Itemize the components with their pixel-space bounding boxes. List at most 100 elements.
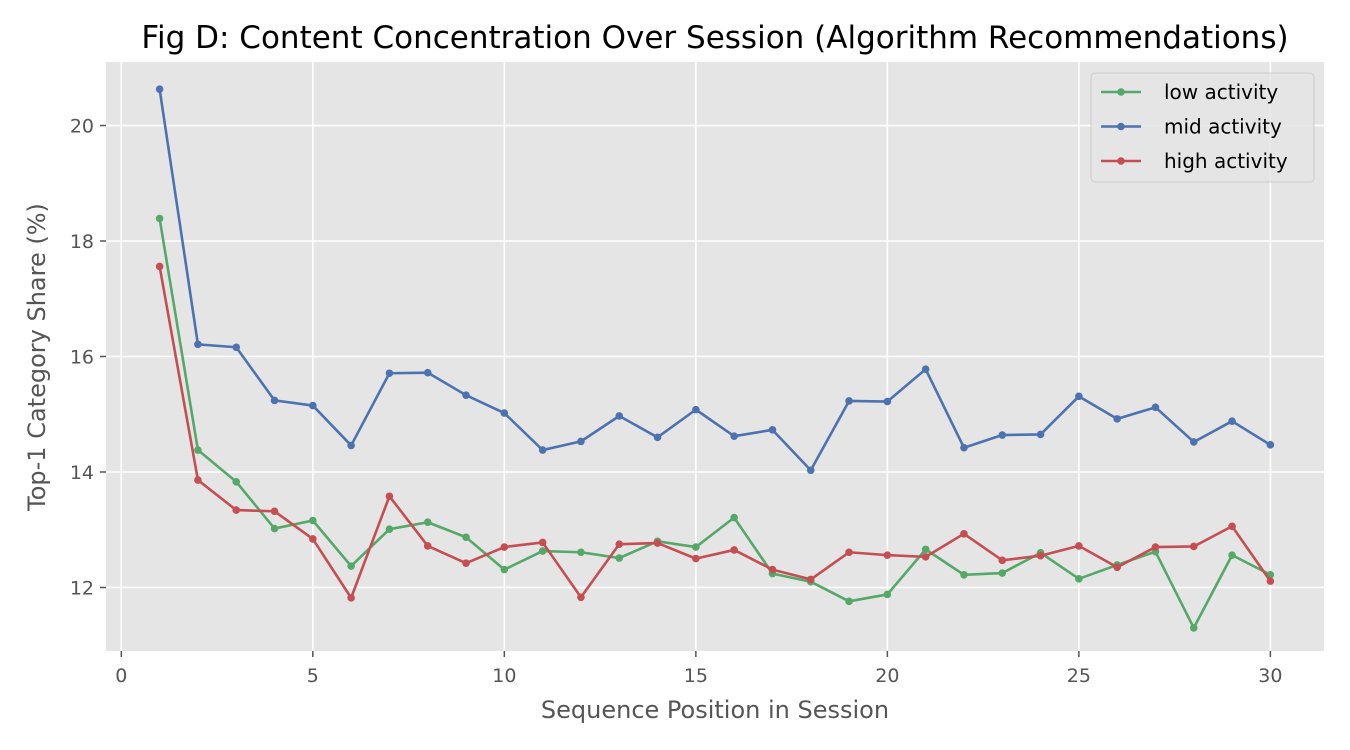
data-point xyxy=(921,545,930,554)
data-point xyxy=(998,431,1007,439)
data-point xyxy=(538,446,547,454)
x-axis-label: Sequence Position in Session xyxy=(541,696,889,724)
data-point xyxy=(232,506,241,514)
series-line xyxy=(158,88,1272,472)
data-point xyxy=(232,478,241,486)
legend-marker xyxy=(1117,122,1125,131)
data-point xyxy=(615,412,624,420)
data-point xyxy=(577,437,585,446)
legend-marker xyxy=(1117,88,1125,96)
x-tick-label: 0 xyxy=(115,665,127,687)
data-point xyxy=(309,516,317,525)
data-point xyxy=(768,565,777,574)
data-point xyxy=(385,369,394,378)
axis-ticks: 0 5 10 15 20 25 30 12 14 16 18 20 xyxy=(70,116,1283,687)
data-point xyxy=(1036,551,1045,560)
data-point xyxy=(730,432,738,440)
data-point xyxy=(270,524,279,533)
data-point xyxy=(577,593,585,602)
data-point xyxy=(1075,392,1083,401)
legend: low activity mid activity high activity xyxy=(1090,72,1315,183)
series-mid-activity xyxy=(155,85,1275,475)
data-point xyxy=(1189,624,1198,632)
data-point xyxy=(1189,542,1198,551)
data-point xyxy=(845,597,853,606)
chart-title: Fig D: Content Concentration Over Sessio… xyxy=(141,20,1288,56)
data-point xyxy=(194,476,202,484)
data-point xyxy=(1075,575,1083,583)
data-point xyxy=(730,546,738,554)
data-point xyxy=(1151,403,1160,412)
data-point xyxy=(998,569,1007,577)
data-point xyxy=(155,262,164,271)
data-point xyxy=(462,391,470,399)
x-tick-label: 10 xyxy=(492,665,516,687)
legend-label: mid activity xyxy=(1164,115,1282,139)
data-point xyxy=(423,518,432,527)
data-point xyxy=(1036,430,1045,439)
data-point xyxy=(653,539,662,547)
data-point xyxy=(653,433,662,442)
data-point xyxy=(155,85,164,93)
data-point xyxy=(500,409,509,417)
legend-label: high activity xyxy=(1164,149,1288,173)
x-tick-label: 30 xyxy=(1258,665,1282,687)
data-point xyxy=(1228,417,1236,425)
y-tick-label: 12 xyxy=(70,577,94,599)
series-line xyxy=(158,218,1271,630)
data-point xyxy=(1228,522,1236,531)
data-point xyxy=(1266,441,1275,449)
data-point xyxy=(462,533,470,542)
data-point xyxy=(538,538,547,547)
legend-marker xyxy=(1117,157,1125,165)
data-point xyxy=(1113,563,1121,572)
y-tick-label: 16 xyxy=(70,347,94,369)
legend-label: low activity xyxy=(1164,80,1278,104)
data-point xyxy=(1189,438,1198,446)
series-high-activity xyxy=(155,262,1275,602)
x-tick-label: 15 xyxy=(684,665,708,687)
data-point xyxy=(615,540,624,548)
data-point xyxy=(921,553,930,561)
data-point xyxy=(960,443,968,452)
legend-box xyxy=(1090,72,1315,183)
data-point xyxy=(730,513,738,522)
x-tick-label: 5 xyxy=(307,665,319,687)
data-point xyxy=(347,562,355,570)
legend-item: mid activity xyxy=(1101,115,1282,139)
y-tick-label: 14 xyxy=(70,462,94,484)
data-point xyxy=(270,396,279,405)
data-point xyxy=(883,590,892,599)
data-point xyxy=(500,543,509,551)
legend-item: low activity xyxy=(1101,80,1278,104)
data-point xyxy=(462,559,470,568)
data-point xyxy=(309,401,317,410)
data-point xyxy=(845,548,853,557)
data-point xyxy=(1113,415,1121,423)
legend-item: high activity xyxy=(1101,149,1288,173)
series-line xyxy=(158,266,1272,600)
data-point xyxy=(423,542,432,550)
data-point xyxy=(768,426,777,434)
data-point xyxy=(883,397,892,406)
data-point xyxy=(309,535,317,543)
data-point xyxy=(692,554,700,563)
data-point xyxy=(194,446,202,454)
data-point xyxy=(960,529,968,538)
data-point xyxy=(500,565,509,574)
data-point xyxy=(883,551,892,559)
data-point xyxy=(806,575,815,584)
data-point xyxy=(692,405,700,414)
data-point xyxy=(347,594,355,602)
x-tick-label: 20 xyxy=(875,665,899,687)
data-point xyxy=(845,397,853,405)
data-point xyxy=(692,543,700,551)
y-tick-label: 20 xyxy=(70,116,94,138)
data-point xyxy=(615,554,624,562)
data-point xyxy=(385,492,394,501)
grid-lines xyxy=(106,62,1324,651)
data-point xyxy=(1151,543,1160,551)
data-point xyxy=(194,340,202,349)
